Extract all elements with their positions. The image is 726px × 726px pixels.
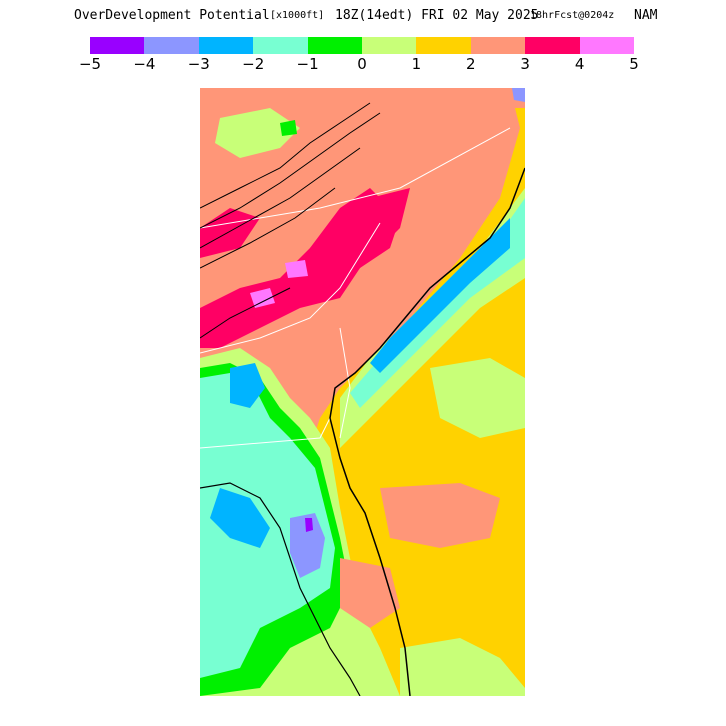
legend-swatch-9 <box>579 37 635 54</box>
field-salmon-se-1 <box>380 483 500 548</box>
legend-swatch-1 <box>144 37 199 54</box>
field-periwinkle-ne <box>512 88 525 102</box>
terrain-contour-1 <box>200 102 371 209</box>
field-magenta-2 <box>285 260 308 278</box>
units-label: [x1000ft] <box>270 10 325 21</box>
terrain-contour-5 <box>200 287 291 339</box>
coastline <box>329 167 525 696</box>
field-green-north <box>280 120 297 136</box>
legend-tick-0: −5 <box>78 55 102 73</box>
field-lightgreen-north <box>215 108 300 158</box>
state-border-2 <box>200 222 381 354</box>
legend-tick-10: 5 <box>629 55 639 73</box>
terrain-contour-2 <box>200 112 381 229</box>
field-lightgreen-east-1 <box>430 358 525 438</box>
color-legend <box>90 37 635 54</box>
legend-tick-1: −4 <box>133 55 156 73</box>
state-border-4 <box>339 327 351 439</box>
map-title: OverDevelopment Potential [x1000ft] 18Z(… <box>0 8 726 28</box>
state-border <box>200 127 511 229</box>
legend-swatch-7 <box>470 37 526 54</box>
terrain-contour-3 <box>200 147 361 249</box>
legend-ticks: −5 −4 −3 −2 −1 0 1 2 3 4 5 <box>0 55 726 77</box>
field-magenta-1 <box>250 288 275 308</box>
legend-swatch-3 <box>253 37 308 54</box>
legend-tick-4: −1 <box>296 55 319 73</box>
model-label: NAM <box>634 8 658 23</box>
legend-tick-3: −2 <box>242 55 265 73</box>
field-red-2 <box>310 188 410 288</box>
legend-swatch-6 <box>416 37 471 54</box>
state-border-3 <box>200 417 331 449</box>
legend-swatch-8 <box>525 37 580 54</box>
field-purple <box>305 518 313 532</box>
gulf-coast <box>200 482 361 696</box>
map-panel <box>200 88 525 696</box>
legend-tick-5: 0 <box>357 55 367 73</box>
legend-tick-9: 4 <box>574 55 585 73</box>
field-periwinkle <box>290 513 325 578</box>
legend-tick-8: 3 <box>520 55 530 73</box>
legend-swatch-2 <box>198 37 254 54</box>
legend-tick-2: −3 <box>187 55 210 73</box>
field-lightgreen-east-2 <box>400 638 525 696</box>
field-blue-lake <box>230 363 265 408</box>
field-blue-coast <box>370 218 510 373</box>
legend-tick-6: 1 <box>411 55 422 73</box>
terrain-contour-4 <box>200 187 336 269</box>
map-graphic <box>200 88 525 696</box>
legend-tick-7: 2 <box>466 55 476 73</box>
forecast-label: 18hrFcst@0204z <box>530 10 615 21</box>
legend-swatch-4 <box>307 37 363 54</box>
valid-time: 18Z(14edt) FRI 02 May 2025 <box>335 8 539 23</box>
legend-swatch-0 <box>90 37 145 54</box>
field-blue-south <box>210 488 270 548</box>
product-title: OverDevelopment Potential <box>74 8 270 23</box>
legend-swatch-5 <box>362 37 417 54</box>
